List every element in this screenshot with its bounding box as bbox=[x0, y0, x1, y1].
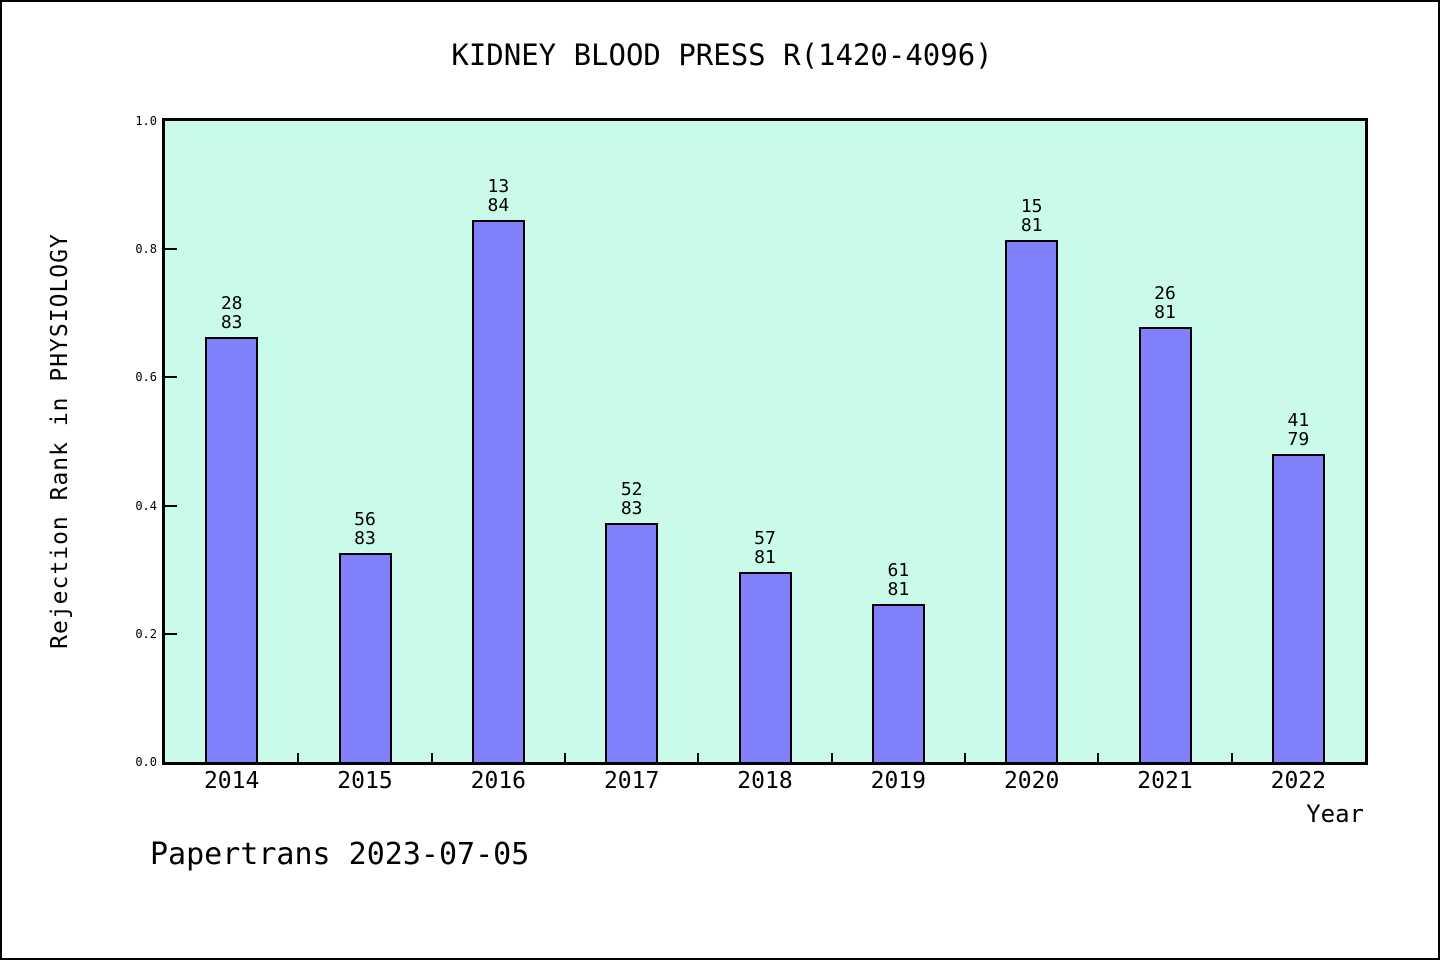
bar-value-label-2022: 41 79 bbox=[1287, 410, 1310, 450]
x-tick-label-2014: 2014 bbox=[203, 768, 260, 794]
x-axis-boundary-tick bbox=[964, 753, 966, 762]
x-axis-boundary-tick bbox=[564, 753, 566, 762]
x-tick-label-2017: 2017 bbox=[603, 768, 660, 794]
bar-value-label-2015: 56 83 bbox=[354, 509, 376, 549]
y-axis-tick bbox=[165, 376, 177, 378]
bar-value-label-2018: 57 81 bbox=[754, 528, 776, 568]
bar-2018 bbox=[738, 572, 792, 762]
x-axis-boundary-tick bbox=[697, 753, 700, 762]
bar-2022 bbox=[1271, 454, 1325, 762]
x-axis-boundary-tick bbox=[430, 753, 433, 762]
x-axis-boundary-tick bbox=[830, 753, 833, 762]
bar-value-label-2016: 13 84 bbox=[487, 176, 510, 216]
x-axis-boundary-tick bbox=[1230, 753, 1233, 762]
y-tick-label-0.6: 0.6 bbox=[135, 370, 157, 384]
x-tick-label-2022: 2022 bbox=[1270, 768, 1327, 794]
bar-2019 bbox=[871, 604, 925, 762]
x-tick-label-2020: 2020 bbox=[1003, 768, 1060, 794]
y-tick-label-0.0: 0.0 bbox=[135, 755, 157, 769]
x-tick-label-2021: 2021 bbox=[1137, 768, 1193, 794]
bar-value-label-2014: 28 83 bbox=[220, 293, 243, 333]
bar-value-label-2017: 52 83 bbox=[620, 479, 643, 519]
x-tick-label-2018: 2018 bbox=[737, 768, 793, 794]
y-axis-tick bbox=[165, 633, 177, 635]
x-axis-boundary-tick bbox=[297, 753, 300, 762]
bar-2021 bbox=[1138, 327, 1192, 762]
x-axis-label: Year bbox=[1306, 800, 1364, 828]
bar-value-label-2020: 15 81 bbox=[1020, 196, 1043, 236]
x-axis-boundary-tick bbox=[1097, 753, 1100, 762]
bar-2015 bbox=[338, 553, 392, 762]
y-tick-label-0.2: 0.2 bbox=[135, 627, 157, 641]
y-axis-tick bbox=[165, 248, 177, 250]
y-axis-label: Rejection Rank in PHYSIOLOGY bbox=[47, 233, 73, 649]
chart-title: KIDNEY BLOOD PRESS R(1420-4096) bbox=[451, 38, 993, 72]
footer-note: Papertrans 2023-07-05 bbox=[150, 837, 530, 872]
bar-value-label-2019: 61 81 bbox=[887, 560, 910, 600]
y-tick-label-0.4: 0.4 bbox=[135, 499, 157, 513]
bar-2014 bbox=[205, 337, 259, 762]
y-tick-label-1.0: 1.0 bbox=[135, 114, 157, 128]
y-axis-tick bbox=[165, 505, 177, 507]
bar-value-label-2021: 26 81 bbox=[1154, 283, 1176, 323]
x-tick-label-2019: 2019 bbox=[870, 768, 927, 794]
bar-2020 bbox=[1005, 240, 1059, 762]
x-tick-label-2016: 2016 bbox=[470, 768, 527, 794]
y-tick-label-0.8: 0.8 bbox=[135, 242, 157, 256]
x-tick-label-2015: 2015 bbox=[337, 768, 393, 794]
bar-2017 bbox=[605, 523, 659, 762]
bar-2016 bbox=[471, 220, 525, 762]
plot-area: 28 83 56 83 13 84 52 83 57 81 61 81 15 81 26 81… bbox=[162, 118, 1368, 765]
